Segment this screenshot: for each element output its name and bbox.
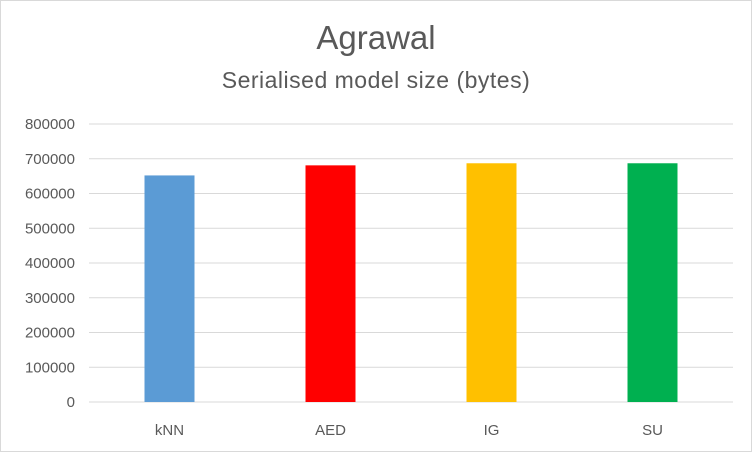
y-tick-label: 100000 <box>25 359 75 376</box>
y-tick-label: 600000 <box>25 186 75 203</box>
x-category-label: IG <box>484 422 500 439</box>
chart-title: Agrawal <box>316 19 436 56</box>
bar-knn <box>144 175 195 402</box>
y-tick-label: 200000 <box>25 325 75 342</box>
bar-ig <box>466 163 517 402</box>
bar-aed <box>305 165 356 402</box>
chart-subtitle: Serialised model size (bytes) <box>221 67 531 93</box>
bar-su <box>627 163 678 402</box>
y-tick-label: 400000 <box>25 255 75 272</box>
y-tick-label: 700000 <box>25 151 75 168</box>
x-category-label: kNN <box>155 422 184 439</box>
y-tick-label: 300000 <box>25 290 75 307</box>
x-category-label: AED <box>315 422 346 439</box>
y-tick-label: 500000 <box>25 220 75 237</box>
y-tick-label: 0 <box>67 394 75 411</box>
x-category-label: SU <box>642 422 663 439</box>
y-tick-label: 800000 <box>25 116 75 133</box>
